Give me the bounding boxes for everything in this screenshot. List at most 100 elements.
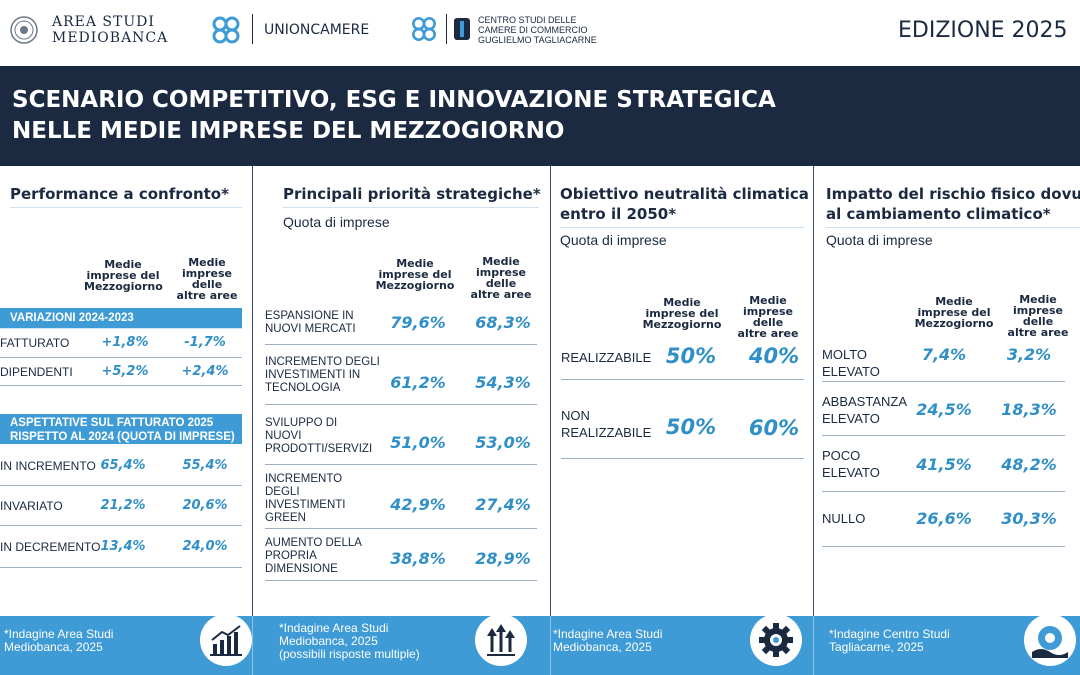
col-header-south: Medie imprese del Mezzogiorno bbox=[375, 257, 455, 292]
footer-icon-circle bbox=[750, 614, 802, 666]
panel-performance: Performance a confronto* Medie imprese d… bbox=[0, 166, 252, 616]
panel-rischio-fisico: Impatto del rischio fisico dovuto al cam… bbox=[814, 166, 1080, 616]
logo3-line2: CAMERE DI COMMERCIO bbox=[478, 25, 588, 35]
aspettative-header: ASPETTATIVE SUL FATTURATO 2025 RISPETTO … bbox=[0, 414, 242, 444]
tagliacarne-knot-icon bbox=[412, 17, 436, 41]
page-title-line2: NELLE MEDIE IMPRESE DEL MEZZOGIORNO bbox=[12, 118, 565, 144]
value-other: 40% bbox=[748, 344, 800, 368]
footnote-2: *Indagine Area Studi Mediobanca, 2025 (p… bbox=[279, 621, 420, 661]
panel1-title: Performance a confronto* bbox=[10, 185, 229, 203]
row-label: INVARIATO bbox=[0, 499, 63, 513]
value-other: 28,9% bbox=[475, 549, 531, 568]
column-divider bbox=[252, 166, 253, 616]
row-label: IN DECREMENTO bbox=[0, 540, 101, 554]
value-south: 38,8% bbox=[390, 549, 446, 568]
row-label: NULLO bbox=[822, 511, 866, 526]
column-divider bbox=[813, 166, 814, 616]
value-south: 51,0% bbox=[390, 433, 446, 452]
column-divider bbox=[550, 166, 551, 616]
col-header-south: Medie imprese del Mezzogiorno bbox=[914, 295, 994, 330]
growth-arrows-icon bbox=[487, 624, 515, 656]
footnote-3: *Indagine Area Studi Mediobanca, 2025 bbox=[553, 627, 663, 654]
value-other: -1,7% bbox=[184, 335, 226, 350]
value-south: 7,4% bbox=[921, 345, 967, 364]
footer-icon-circle bbox=[200, 614, 252, 666]
value-south: +1,8% bbox=[101, 335, 149, 350]
bar-chart-icon bbox=[210, 625, 242, 656]
col-header-other: Medie imprese delle altre aree bbox=[470, 255, 532, 301]
tagliacarne-emblem-icon bbox=[454, 18, 470, 40]
value-south: 50% bbox=[665, 344, 717, 368]
col-header-south: Medie imprese del Mezzogiorno bbox=[642, 296, 722, 331]
row-label: POCO ELEVATO bbox=[822, 448, 880, 480]
row-label: INCREMENTO DEGLI INVESTIMENTI IN TECNOLO… bbox=[265, 356, 380, 394]
row-label: REALIZZABILE bbox=[561, 350, 652, 365]
value-other: 54,3% bbox=[475, 373, 531, 392]
logo3-line3: GUGLIELMO TAGLIACARNE bbox=[478, 35, 597, 45]
value-south: 61,2% bbox=[390, 373, 446, 392]
footnote-1: *Indagine Area Studi Mediobanca, 2025 bbox=[4, 627, 114, 654]
logo2-name: UNIONCAMERE bbox=[264, 22, 370, 38]
row-label: AUMENTO DELLA PROPRIA DIMENSIONE bbox=[265, 537, 362, 575]
panel3-title: Obiettivo neutralità climatica entro il … bbox=[560, 185, 809, 223]
value-other: 48,2% bbox=[1001, 455, 1057, 474]
gear-icon bbox=[759, 623, 793, 657]
value-other: 3,2% bbox=[1006, 345, 1052, 364]
footer-icon-circle bbox=[475, 614, 527, 666]
logo-unioncamere: UNIONCAMERE bbox=[208, 12, 388, 50]
footnote-4: *Indagine Centro Studi Tagliacarne, 2025 bbox=[829, 627, 950, 654]
col-header-other: Medie imprese delle altre aree bbox=[176, 256, 238, 302]
panel2-title: Principali priorità strategiche* bbox=[283, 185, 541, 203]
row-label: SVILUPPO DI NUOVI PRODOTTI/SERVIZI bbox=[265, 417, 373, 455]
logo3-line1: CENTRO STUDI DELLE bbox=[478, 15, 577, 25]
row-label: INCREMENTO DEGLI INVESTIMENTI GREEN bbox=[265, 473, 346, 524]
row-label: DIPENDENTI bbox=[0, 365, 73, 379]
value-south: 41,5% bbox=[916, 455, 972, 474]
row-label: IN INCREMENTO bbox=[0, 459, 96, 473]
value-south: 24,5% bbox=[916, 400, 972, 419]
value-other: 53,0% bbox=[475, 433, 531, 452]
value-south: 26,6% bbox=[916, 509, 972, 528]
panel2-subtitle: Quota di imprese bbox=[283, 214, 390, 230]
page-title-line1: SCENARIO COMPETITIVO, ESG E INNOVAZIONE … bbox=[12, 87, 776, 113]
value-south: 42,9% bbox=[390, 495, 446, 514]
edition-label: EDIZIONE 2025 bbox=[898, 18, 1068, 43]
value-south: 21,2% bbox=[100, 498, 146, 513]
logo-centro-studi-tagliacarne: CENTRO STUDI DELLE CAMERE DI COMMERCIO G… bbox=[408, 12, 598, 50]
value-other: +2,4% bbox=[181, 364, 229, 379]
unioncamere-knot-icon bbox=[212, 16, 240, 44]
col-header-other: Medie imprese delle altre aree bbox=[1007, 293, 1069, 339]
logo1-line1: AREA STUDI bbox=[52, 14, 155, 30]
row-label: ESPANSIONE IN NUOVI MERCATI bbox=[265, 310, 356, 335]
value-other: 60% bbox=[748, 416, 800, 440]
value-south: 50% bbox=[665, 415, 717, 439]
value-south: 65,4% bbox=[100, 458, 146, 473]
col-header-other: Medie imprese delle altre aree bbox=[737, 294, 799, 340]
value-south: 13,4% bbox=[100, 539, 146, 554]
value-other: 18,3% bbox=[1001, 400, 1057, 419]
value-other: 24,0% bbox=[182, 539, 228, 554]
panel4-subtitle: Quota di imprese bbox=[826, 232, 933, 248]
climate-gear-icon bbox=[1032, 626, 1068, 658]
row-label: NON REALIZZABILE bbox=[561, 408, 652, 440]
row-label: ABBASTANZA ELEVATO bbox=[822, 394, 908, 426]
value-other: 20,6% bbox=[182, 498, 228, 513]
footer-icon-circle bbox=[1024, 614, 1076, 666]
value-south: +5,2% bbox=[101, 364, 149, 379]
value-other: 30,3% bbox=[1001, 509, 1057, 528]
logo1-line2: MEDIOBANCA bbox=[52, 30, 169, 46]
variazioni-header: VARIAZIONI 2024-2023 bbox=[0, 308, 242, 328]
footer-bar bbox=[0, 616, 1080, 675]
mediobanca-seal-icon bbox=[10, 16, 38, 44]
row-label: MOLTO ELEVATO bbox=[822, 347, 880, 379]
panel3-subtitle: Quota di imprese bbox=[560, 232, 667, 248]
panel-neutralita-climatica: Obiettivo neutralità climatica entro il … bbox=[551, 166, 813, 616]
value-south: 79,6% bbox=[390, 313, 446, 332]
value-other: 55,4% bbox=[182, 458, 228, 473]
col-header-south: Medie imprese del Mezzogiorno bbox=[84, 258, 163, 293]
row-label: FATTURATO bbox=[0, 336, 70, 350]
panel-priorita-strategiche: Principali priorità strategiche* Quota d… bbox=[253, 166, 550, 616]
value-other: 27,4% bbox=[475, 495, 531, 514]
panel4-title: Impatto del rischio fisico dovuto al cam… bbox=[826, 185, 1080, 223]
logo-area-studi-mediobanca: AREA STUDI MEDIOBANCA bbox=[10, 14, 180, 48]
